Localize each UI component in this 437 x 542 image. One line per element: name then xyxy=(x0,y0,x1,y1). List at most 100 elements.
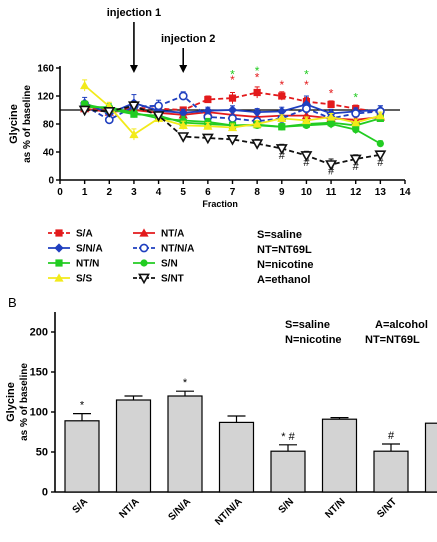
abbreviation-definition: S=saline xyxy=(257,229,302,241)
legend-marker xyxy=(139,228,149,237)
panel-label: B xyxy=(8,295,17,310)
legend-marker xyxy=(55,229,63,237)
x-tick-label: 4 xyxy=(156,187,162,198)
bar xyxy=(424,422,437,493)
significance-marker: * xyxy=(353,91,358,105)
category-label: S/N xyxy=(277,496,297,516)
bar xyxy=(64,420,100,493)
data-point xyxy=(227,122,238,132)
data-point xyxy=(252,119,262,128)
bar-group: * S/A xyxy=(64,400,100,516)
x-tick-label: 14 xyxy=(399,187,411,198)
legend-entry: NT/N xyxy=(48,259,99,270)
legend-entry: S/A xyxy=(48,229,93,240)
bar xyxy=(115,399,152,493)
abbreviation-definition: N=nicotine xyxy=(285,334,342,346)
data-point xyxy=(278,123,286,131)
data-point xyxy=(179,116,187,125)
category-label: S/A xyxy=(71,496,91,516)
y-tick-label: 100 xyxy=(30,407,48,419)
significance-marker: * xyxy=(304,78,309,92)
x-tick-label: 0 xyxy=(57,187,63,198)
data-point xyxy=(227,105,238,115)
data-point xyxy=(228,94,237,102)
legend-marker xyxy=(55,259,63,267)
abbreviation-definition: N=nicotine xyxy=(257,259,314,271)
bar-group: * S/N/A xyxy=(166,377,203,523)
y-tick-label: 0 xyxy=(42,487,48,499)
data-point xyxy=(301,115,312,125)
line-chart-legend: S/A NT/A S/N/A NT/N/A NT/N S/N S/S S/NT S=saline… xyxy=(48,228,314,286)
abbreviation-definition: NT=NT69L xyxy=(365,334,420,346)
y-axis-label: as % of baseline xyxy=(22,85,33,163)
bar-group: NT/A xyxy=(115,395,152,521)
data-point xyxy=(300,151,313,162)
data-point xyxy=(203,121,213,130)
data-point xyxy=(129,129,139,139)
legend-label: S/NT xyxy=(161,274,184,285)
x-tick-label: 8 xyxy=(254,187,260,198)
x-tick-label: 11 xyxy=(326,187,337,198)
bar-group: # S/NT xyxy=(373,430,409,520)
y-axis-label: as % of baseline xyxy=(19,363,30,441)
legend-label: NT/A xyxy=(161,229,184,240)
legend-marker xyxy=(54,273,64,282)
bar xyxy=(218,421,255,493)
significance-marker: * xyxy=(230,68,235,82)
data-point xyxy=(374,150,387,162)
abbreviation-definition: NT=NT69L xyxy=(257,244,312,256)
x-tick-label: 9 xyxy=(279,187,285,198)
data-point xyxy=(178,108,188,118)
injection-label: injection 1 xyxy=(107,7,161,19)
y-axis-label: Glycine xyxy=(5,382,17,422)
legend-entry: NT/A xyxy=(133,228,184,240)
y-tick-label: 200 xyxy=(30,327,48,339)
legend-entry: S/N/A xyxy=(48,243,103,255)
x-tick-label: 1 xyxy=(82,187,88,198)
x-axis-label: Fraction xyxy=(202,199,238,209)
bar-group: S xyxy=(424,422,437,493)
abbreviation-definition: S=saline xyxy=(285,319,330,331)
data-point xyxy=(103,107,116,118)
data-point xyxy=(326,112,336,121)
data-point xyxy=(204,95,212,104)
data-point xyxy=(277,106,287,116)
data-point xyxy=(177,132,190,143)
data-point xyxy=(228,114,237,123)
abbreviation-definition: A=ethanol xyxy=(257,274,310,286)
data-point xyxy=(252,107,262,117)
bar xyxy=(270,450,306,493)
data-point xyxy=(278,92,286,100)
bar xyxy=(167,395,203,493)
category-label: NT/N xyxy=(323,496,347,520)
bar-significance-label: * # xyxy=(281,431,295,443)
data-point xyxy=(325,160,338,171)
x-tick-label: 2 xyxy=(107,187,113,198)
injection-arrowhead xyxy=(179,65,188,73)
abbreviation-definition: A=alcohol xyxy=(375,319,428,331)
data-point xyxy=(351,109,361,118)
legend-marker xyxy=(54,243,64,253)
category-label: NT/N/A xyxy=(213,496,244,527)
x-tick-label: 12 xyxy=(350,187,362,198)
y-tick-label: 80 xyxy=(43,120,55,131)
data-point xyxy=(253,88,261,97)
data-point xyxy=(375,111,385,120)
significance-marker: # xyxy=(353,161,360,173)
x-tick-label: 7 xyxy=(230,187,236,198)
category-label: NT/A xyxy=(117,496,141,520)
data-point xyxy=(178,120,188,129)
significance-marker: * xyxy=(230,73,235,87)
data-point xyxy=(152,111,165,122)
x-tick-label: 3 xyxy=(131,187,137,198)
legend-label: S/A xyxy=(76,229,93,240)
series-s-nt xyxy=(78,101,387,171)
data-point xyxy=(275,144,288,155)
bar-group: NT/N xyxy=(321,417,358,521)
category-label: S/N/A xyxy=(166,496,193,523)
y-tick-label: 150 xyxy=(30,367,48,379)
legend-label: NT/N/A xyxy=(161,244,194,255)
significance-marker: # xyxy=(303,157,310,169)
bar-group: NT/N/A xyxy=(213,415,255,528)
y-tick-label: 0 xyxy=(48,176,54,187)
